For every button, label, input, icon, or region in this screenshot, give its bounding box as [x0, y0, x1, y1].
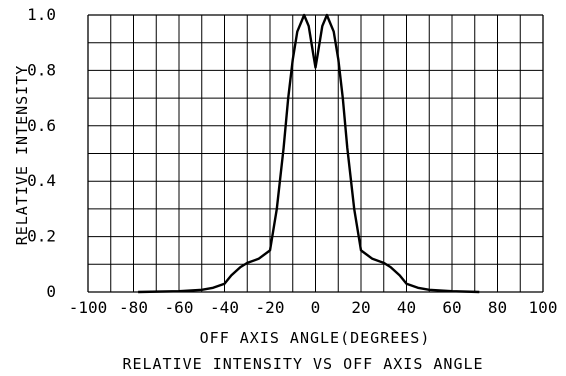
y-tick-label: 0	[46, 282, 56, 301]
y-tick-label: 0.2	[27, 227, 56, 246]
x-tick-label: -40	[210, 298, 239, 317]
y-tick-label: 0.4	[27, 171, 56, 190]
series-line	[138, 13, 480, 294]
x-tick-label: -80	[119, 298, 148, 317]
y-tick-label: 1.0	[27, 5, 56, 24]
x-tick-label: -100	[69, 298, 108, 317]
y-axis-title: RELATIVE INTENSITY	[13, 65, 31, 246]
tick-labels: 0 0.2 0.4 0.6 0.8 1.0 -100 -80 -60 -40 -20 0 20 40 60 8…	[27, 5, 557, 317]
y-tick-label: 0.8	[27, 60, 56, 79]
chart-title: RELATIVE INTENSITY VS OFF AXIS ANGLE	[122, 355, 483, 373]
x-tick-label: 20	[351, 298, 370, 317]
x-tick-label: 0	[311, 298, 321, 317]
y-tick-label: 0.6	[27, 116, 56, 135]
x-tick-label: -20	[256, 298, 285, 317]
x-axis-title: OFF AXIS ANGLE(DEGREES)	[200, 329, 431, 347]
x-tick-label: 60	[442, 298, 461, 317]
x-tick-label: 100	[529, 298, 558, 317]
x-tick-label: 40	[397, 298, 416, 317]
grid	[87, 14, 544, 293]
x-tick-label: -60	[165, 298, 194, 317]
x-tick-label: 80	[488, 298, 507, 317]
